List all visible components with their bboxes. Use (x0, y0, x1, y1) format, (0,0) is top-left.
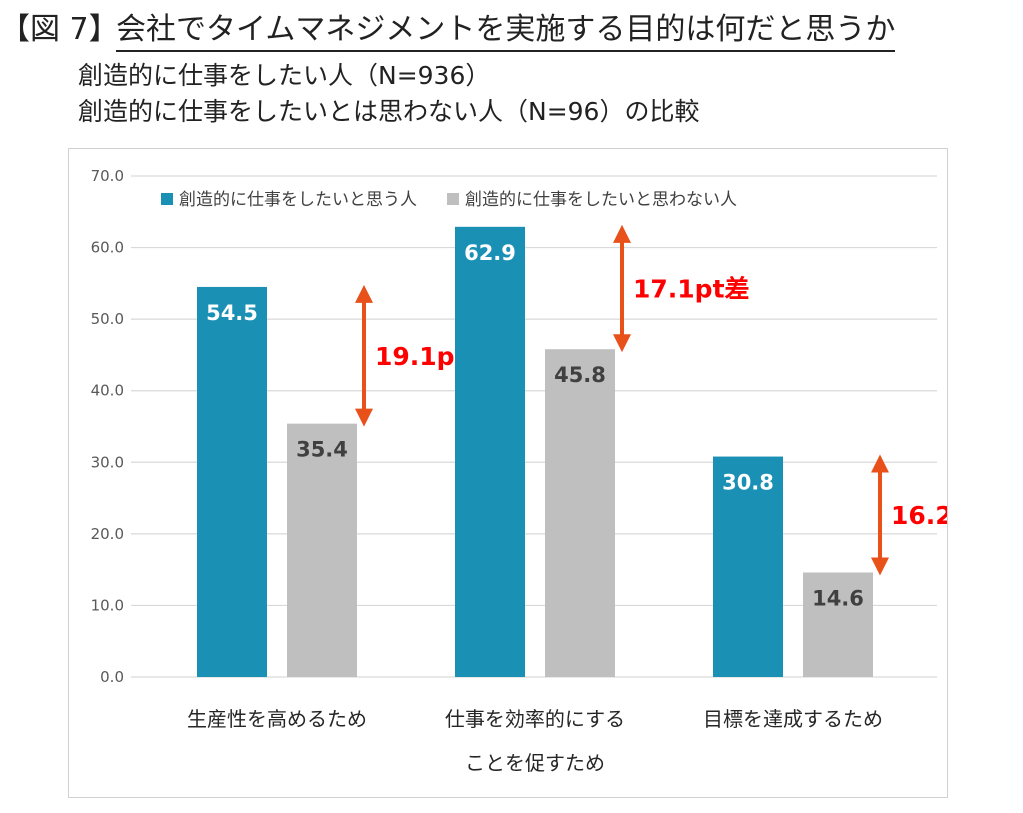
y-tick-label: 20.0 (91, 525, 124, 543)
y-tick-label: 10.0 (91, 596, 124, 614)
subtitle-line-1: 創造的に仕事をしたい人（N=936） (78, 61, 491, 90)
y-tick-label: 0.0 (100, 668, 124, 686)
data-label: 30.8 (722, 471, 774, 495)
data-label: 54.5 (206, 301, 258, 325)
bar (287, 423, 357, 677)
legend-swatch (161, 193, 173, 205)
difference-annotation: 16.2pt差 (891, 501, 947, 530)
chart-frame: 0.0 10.0 20.0 30.0 40.0 50.0 60.0 70.0 創造的に仕事をした… (68, 148, 948, 798)
y-tick-label: 70.0 (91, 167, 124, 185)
bar (713, 456, 783, 677)
figure-label: 【図 7】 (0, 12, 119, 47)
subtitle-line-2: 創造的に仕事をしたいとは思わない人（N=96）の比較 (78, 97, 700, 126)
y-tick-label: 40.0 (91, 382, 124, 400)
data-label: 35.4 (296, 438, 348, 462)
data-label: 62.9 (464, 241, 516, 265)
y-tick-label: 50.0 (91, 310, 124, 328)
bar-chart: 0.0 10.0 20.0 30.0 40.0 50.0 60.0 70.0 創造的に仕事をした… (91, 167, 947, 775)
bar (455, 226, 525, 677)
x-category-label: 目標を達成するため (703, 707, 883, 731)
y-tick-label: 60.0 (91, 239, 124, 257)
page-title: 会社でタイムマネジメントを実施する目的は何だと思うか (116, 4, 896, 52)
data-label: 14.6 (812, 587, 864, 611)
bar (545, 349, 615, 677)
bar (197, 286, 267, 677)
legend-label: 創造的に仕事をしたいと思う人 (179, 190, 417, 210)
legend-swatch (447, 193, 459, 205)
x-category-label: 仕事を効率的にする (445, 707, 625, 731)
y-tick-label: 30.0 (91, 453, 124, 471)
legend-label: 創造的に仕事をしたいと思わない人 (465, 190, 737, 210)
data-label: 45.8 (554, 363, 606, 387)
x-category-label: 生産性を高めるため (187, 707, 367, 731)
difference-annotation: 17.1pt差 (633, 275, 750, 304)
bar (803, 572, 873, 677)
x-category-label: ことを促すため (465, 751, 605, 775)
